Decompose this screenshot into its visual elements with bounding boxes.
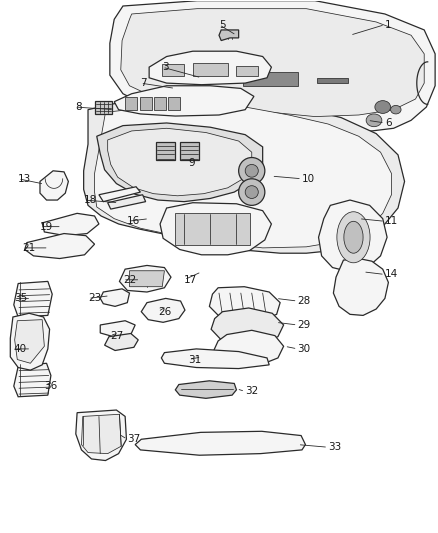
Polygon shape bbox=[135, 431, 305, 455]
Text: 23: 23 bbox=[88, 293, 101, 303]
Polygon shape bbox=[42, 213, 99, 236]
Polygon shape bbox=[333, 259, 389, 316]
Ellipse shape bbox=[245, 185, 258, 198]
Polygon shape bbox=[214, 330, 284, 367]
Ellipse shape bbox=[344, 221, 363, 253]
Text: 3: 3 bbox=[162, 62, 169, 72]
Text: 11: 11 bbox=[385, 216, 398, 227]
Polygon shape bbox=[121, 9, 424, 117]
Ellipse shape bbox=[239, 179, 265, 205]
Polygon shape bbox=[318, 200, 387, 272]
Ellipse shape bbox=[245, 165, 258, 177]
Polygon shape bbox=[125, 98, 138, 110]
Text: 18: 18 bbox=[84, 195, 97, 205]
Text: 7: 7 bbox=[141, 78, 147, 88]
Polygon shape bbox=[317, 78, 348, 83]
Polygon shape bbox=[76, 410, 127, 461]
Polygon shape bbox=[149, 51, 272, 85]
Text: 16: 16 bbox=[127, 216, 141, 227]
Polygon shape bbox=[84, 96, 405, 253]
Polygon shape bbox=[110, 1, 435, 131]
Ellipse shape bbox=[337, 212, 370, 263]
Text: 19: 19 bbox=[40, 222, 53, 232]
Text: 27: 27 bbox=[110, 330, 123, 341]
Polygon shape bbox=[193, 63, 228, 76]
Polygon shape bbox=[153, 98, 166, 110]
Text: 13: 13 bbox=[18, 174, 32, 184]
Text: 26: 26 bbox=[158, 306, 171, 317]
Polygon shape bbox=[219, 30, 239, 41]
Text: 5: 5 bbox=[219, 20, 226, 30]
Polygon shape bbox=[155, 142, 175, 160]
Polygon shape bbox=[99, 187, 141, 201]
Polygon shape bbox=[237, 66, 258, 76]
Polygon shape bbox=[97, 123, 263, 201]
Polygon shape bbox=[180, 142, 199, 160]
Polygon shape bbox=[100, 321, 135, 337]
Polygon shape bbox=[95, 101, 113, 114]
Text: 17: 17 bbox=[184, 275, 198, 285]
Polygon shape bbox=[120, 265, 171, 292]
Text: 21: 21 bbox=[22, 243, 36, 253]
Polygon shape bbox=[108, 195, 146, 209]
Polygon shape bbox=[243, 72, 297, 86]
Text: 14: 14 bbox=[385, 270, 398, 279]
Text: 22: 22 bbox=[123, 275, 136, 285]
Polygon shape bbox=[81, 414, 121, 454]
Polygon shape bbox=[105, 334, 138, 351]
Ellipse shape bbox=[366, 114, 382, 127]
Ellipse shape bbox=[391, 106, 401, 114]
Polygon shape bbox=[160, 203, 272, 255]
Polygon shape bbox=[162, 64, 184, 76]
Text: 29: 29 bbox=[297, 320, 311, 330]
Polygon shape bbox=[14, 320, 44, 364]
Text: 8: 8 bbox=[75, 102, 81, 112]
Polygon shape bbox=[95, 104, 392, 248]
Polygon shape bbox=[175, 213, 250, 245]
Polygon shape bbox=[141, 298, 185, 322]
Polygon shape bbox=[140, 98, 152, 110]
Polygon shape bbox=[11, 313, 49, 370]
Text: 30: 30 bbox=[297, 344, 311, 354]
Polygon shape bbox=[114, 86, 254, 116]
Polygon shape bbox=[25, 233, 95, 259]
Polygon shape bbox=[175, 381, 237, 398]
Text: 6: 6 bbox=[385, 118, 392, 128]
Polygon shape bbox=[14, 281, 52, 317]
Text: 36: 36 bbox=[44, 381, 58, 391]
Polygon shape bbox=[211, 308, 284, 345]
Ellipse shape bbox=[239, 158, 265, 184]
Polygon shape bbox=[209, 287, 280, 322]
Polygon shape bbox=[168, 98, 180, 110]
Polygon shape bbox=[100, 289, 130, 306]
Ellipse shape bbox=[375, 101, 391, 114]
Text: 32: 32 bbox=[245, 386, 258, 397]
Polygon shape bbox=[130, 271, 164, 287]
Polygon shape bbox=[108, 128, 252, 196]
Text: 35: 35 bbox=[14, 293, 27, 303]
Polygon shape bbox=[40, 171, 68, 200]
Text: 37: 37 bbox=[127, 434, 141, 445]
Polygon shape bbox=[14, 364, 51, 397]
Text: 9: 9 bbox=[188, 158, 195, 168]
Text: 31: 31 bbox=[188, 354, 201, 365]
Polygon shape bbox=[161, 349, 269, 368]
Text: 10: 10 bbox=[302, 174, 315, 184]
Text: 1: 1 bbox=[385, 20, 392, 30]
Text: 28: 28 bbox=[297, 296, 311, 306]
Text: 40: 40 bbox=[14, 344, 27, 354]
Text: 33: 33 bbox=[328, 442, 341, 452]
